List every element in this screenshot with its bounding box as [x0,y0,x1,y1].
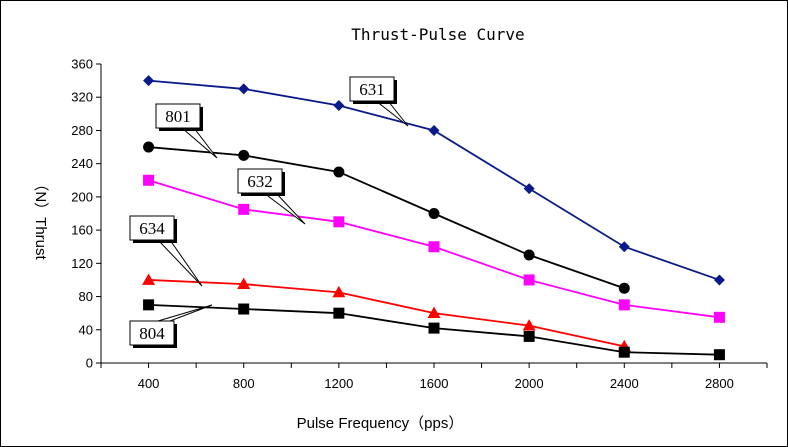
series-line-634 [148,279,625,348]
callout-box [129,320,175,346]
series-layer [142,75,725,361]
y-tick-label: 360 [71,57,93,72]
callout-pointer [157,304,213,322]
series-line-801 [148,146,625,290]
data-point [143,299,155,311]
y-tick-label: 40 [79,322,93,337]
x-tick-label: 800 [233,376,255,391]
callout-layer: 631 801 632 634 804 [129,76,409,348]
callout-box [155,103,201,129]
series-631 [143,75,725,286]
data-point [333,100,345,112]
callout-pointer [374,100,409,127]
series-804 [143,299,725,361]
y-tick-label: 0 [86,356,93,371]
data-point [143,75,155,87]
data-point [713,311,725,323]
data-point [618,282,630,294]
series-634 [142,273,631,352]
y-tick-label: 320 [71,90,93,105]
data-point [618,299,630,311]
data-point [428,322,440,334]
callout-632: 632 [237,168,306,225]
callout-label: 632 [247,172,273,191]
y-tick-label: 280 [71,123,93,138]
callout-pointer [156,239,203,287]
callout-label: 634 [139,219,165,238]
data-point [523,274,535,286]
data-point [238,303,250,315]
series-632 [143,174,725,323]
data-point [428,208,440,219]
data-point [238,149,250,161]
data-point [237,277,251,289]
callout-804: 804 [129,304,213,348]
data-point [333,216,345,228]
callout-box [237,168,283,194]
y-axis-label: （N）Thrust [32,176,49,260]
callout-label: 804 [139,324,165,343]
chart-title: Thrust-Pulse Curve [351,25,524,44]
x-tick-label: 2800 [705,376,734,391]
data-point [522,319,536,331]
data-point [523,249,535,261]
data-point [428,241,440,253]
callout-631: 631 [349,76,409,127]
data-point [333,307,345,319]
callout-634: 634 [129,215,203,287]
x-axis-label: Pulse Frequency（pps） [297,415,464,432]
data-point [332,285,346,298]
data-point [427,306,441,319]
x-tick-label: 400 [138,376,160,391]
data-point [523,183,535,195]
x-tick-label: 1200 [324,376,353,391]
axes: 0 40 80 120 160 200 240 280 320 360 400 800 1200 1600… [71,57,768,391]
callout-label: 631 [359,80,385,99]
data-point [713,349,725,361]
x-tick-label: 1600 [420,376,449,391]
data-point [142,273,156,285]
data-point [143,141,155,153]
data-point [713,274,725,286]
y-tick-label: 240 [71,156,93,171]
x-tick-label: 2400 [610,376,639,391]
y-tick-label: 120 [71,256,93,271]
callout-801: 801 [155,103,218,159]
series-801 [143,141,630,294]
callout-pointer [262,192,306,225]
data-point [238,203,250,215]
data-point [618,346,630,358]
data-point [428,124,440,136]
data-point [523,330,535,342]
data-point [618,241,630,253]
y-tick-label: 200 [71,189,93,204]
data-point [143,174,155,186]
callout-pointer [180,127,218,159]
data-point [333,166,345,178]
callout-label: 801 [165,107,191,126]
callout-box [129,215,175,241]
x-tick-label: 2000 [515,376,544,391]
y-tick-label: 160 [71,223,93,238]
callout-box [349,76,395,102]
data-point [238,83,250,95]
y-tick-label: 80 [79,289,93,304]
